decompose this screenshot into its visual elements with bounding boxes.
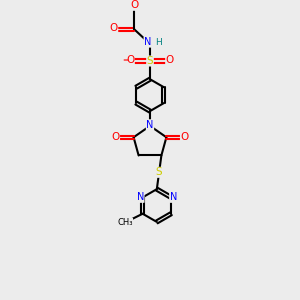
Text: O: O <box>110 23 118 33</box>
Text: N: N <box>137 192 144 202</box>
Text: O: O <box>126 55 134 65</box>
Text: O: O <box>108 23 117 33</box>
Text: O: O <box>130 0 138 10</box>
Text: =: = <box>122 57 128 63</box>
Text: CH₃: CH₃ <box>117 218 133 227</box>
Text: N: N <box>144 37 152 47</box>
Text: S: S <box>156 167 162 177</box>
Text: S: S <box>147 56 153 66</box>
Text: O: O <box>181 132 189 142</box>
Text: O: O <box>166 55 174 65</box>
Text: N: N <box>169 192 177 202</box>
Text: O: O <box>111 132 119 142</box>
Text: N: N <box>146 120 154 130</box>
Text: H: H <box>155 38 162 46</box>
